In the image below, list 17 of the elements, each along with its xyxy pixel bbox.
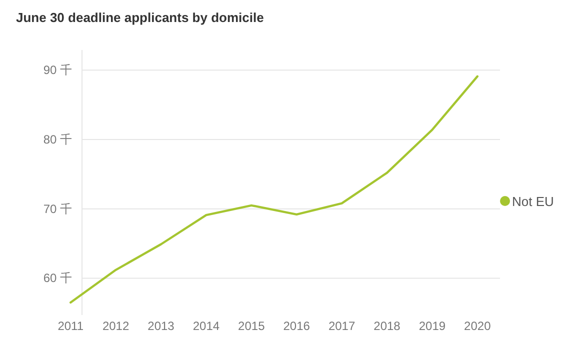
legend: Not EU xyxy=(500,194,554,209)
x-tick-label: 2012 xyxy=(102,319,130,333)
y-tick-label: 80 千 xyxy=(43,132,72,146)
x-tick-label: 2016 xyxy=(283,319,310,333)
x-tick-label: 2014 xyxy=(192,319,220,333)
y-tick-label: 90 千 xyxy=(43,63,72,78)
chart-title: June 30 deadline applicants by domicile xyxy=(16,10,264,25)
x-tick-label: 2020 xyxy=(464,319,492,333)
x-tick-label: 2015 xyxy=(238,319,266,333)
x-tick-label: 2019 xyxy=(418,319,446,333)
y-tick-label: 70 千 xyxy=(43,202,72,216)
x-tick-label: 2011 xyxy=(58,319,84,333)
x-tick-label: 2018 xyxy=(374,319,401,333)
y-tick-label: 60 千 xyxy=(43,271,72,286)
x-tick-label: 2017 xyxy=(328,319,356,333)
legend-label: Not EU xyxy=(512,194,554,209)
x-tick-label: 2013 xyxy=(148,319,175,333)
